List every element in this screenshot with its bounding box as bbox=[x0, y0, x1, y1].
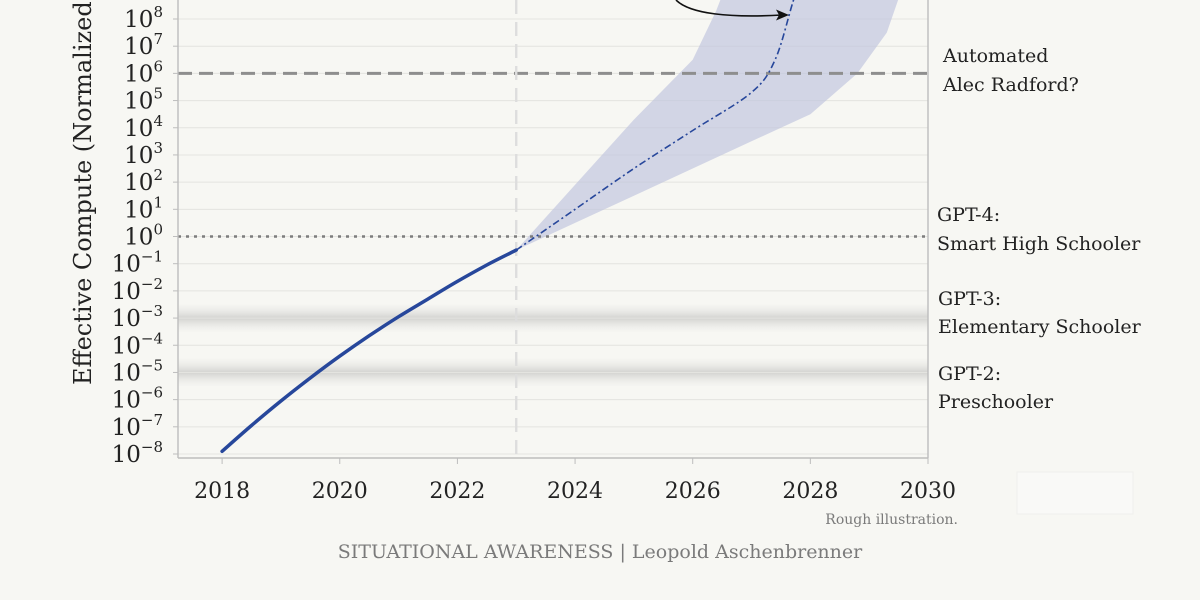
annotation-label: Elementary Schooler bbox=[938, 316, 1142, 338]
y-tick-label: 106 bbox=[124, 57, 163, 87]
projection-uncertainty-band bbox=[516, 0, 899, 251]
y-tick-label: 10−1 bbox=[112, 248, 163, 278]
annotation-label: GPT-2: bbox=[938, 363, 1001, 385]
y-tick-label: 101 bbox=[124, 193, 163, 223]
y-axis-label: Effective Compute (Normalized to bbox=[69, 0, 97, 385]
y-tick-label: 10−4 bbox=[112, 329, 163, 359]
y-tick-label: 10−7 bbox=[112, 411, 163, 441]
footer-text: SITUATIONAL AWARENESS | Leopold Aschenbr… bbox=[338, 541, 863, 563]
y-tick-label: 10−6 bbox=[112, 384, 163, 414]
y-tick-label: 10−2 bbox=[112, 275, 163, 305]
y-ticks: 10−810−710−610−510−410−310−210−110010110… bbox=[112, 3, 178, 468]
y-tick-label: 107 bbox=[124, 30, 163, 60]
historical-line bbox=[220, 248, 518, 454]
annotation-label: Preschooler bbox=[938, 391, 1054, 413]
arrow-head-icon bbox=[776, 9, 789, 21]
y-tick-label: 10−8 bbox=[112, 438, 163, 468]
y-tick-label: 104 bbox=[124, 112, 163, 142]
arrow-pointer bbox=[675, 0, 783, 17]
x-tick-label: 2024 bbox=[547, 479, 603, 504]
y-tick-label: 10−3 bbox=[112, 302, 163, 332]
x-ticks: 2018 2020 2022 2024 2026 2028 2030 bbox=[194, 458, 956, 504]
annotation-label: GPT-3: bbox=[938, 288, 1001, 310]
y-tick-label: 103 bbox=[124, 139, 163, 169]
reference-lines bbox=[178, 0, 928, 458]
annotation-label: Smart High Schooler bbox=[937, 233, 1141, 255]
y-tick-label: 108 bbox=[124, 3, 163, 33]
y-tick-label: 10−5 bbox=[112, 356, 163, 386]
x-tick-label: 2018 bbox=[194, 479, 250, 504]
x-tick-label: 2026 bbox=[665, 479, 721, 504]
y-tick-label: 102 bbox=[124, 166, 163, 196]
x-tick-label: 2020 bbox=[312, 479, 368, 504]
note-text: Rough illustration. bbox=[825, 512, 958, 528]
annotations: Automated Alec Radford? GPT-4: Smart High S… bbox=[937, 45, 1142, 413]
annotation-label: GPT-4: bbox=[937, 204, 1000, 226]
legend-box bbox=[1016, 471, 1134, 515]
x-tick-label: 2030 bbox=[900, 479, 956, 504]
annotation-label: Automated bbox=[942, 45, 1048, 67]
annotation-label: Alec Radford? bbox=[942, 74, 1079, 96]
x-tick-label: 2022 bbox=[429, 479, 485, 504]
y-tick-label: 105 bbox=[124, 85, 163, 115]
x-tick-label: 2028 bbox=[782, 479, 838, 504]
y-tick-label: 100 bbox=[124, 221, 163, 251]
